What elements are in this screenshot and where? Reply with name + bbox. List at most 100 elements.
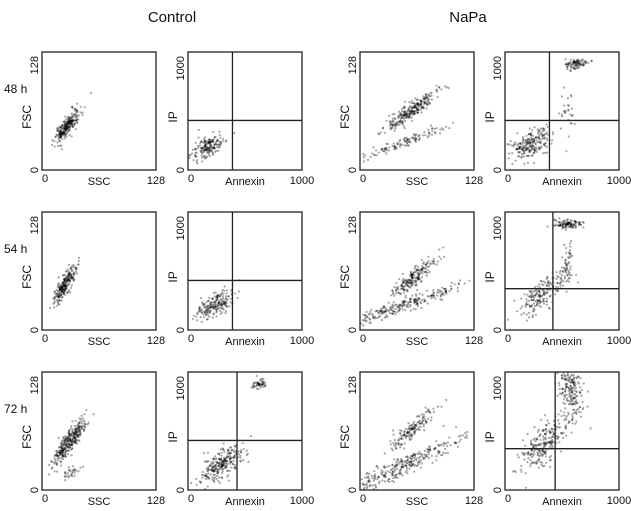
event-dot — [62, 453, 65, 456]
event-dot — [409, 300, 412, 303]
event-dot — [538, 140, 541, 143]
event-dot — [66, 126, 69, 129]
event-dot — [545, 303, 548, 306]
event-dot — [384, 307, 387, 310]
event-dot — [402, 110, 405, 113]
event-dot — [67, 126, 70, 129]
event-dot — [542, 127, 545, 131]
event-dot — [539, 438, 542, 441]
y-axis-label: IP — [483, 271, 497, 282]
event-dot — [62, 120, 65, 123]
event-dot — [399, 142, 402, 145]
event-dot — [405, 304, 408, 307]
event-dot — [395, 122, 398, 125]
event-dot — [226, 456, 229, 459]
event-dot — [402, 288, 405, 291]
event-dot — [63, 289, 67, 292]
event-dot — [59, 135, 62, 138]
event-dot — [564, 426, 567, 429]
event-dot — [569, 385, 572, 388]
event-dot — [374, 310, 377, 313]
event-dot — [199, 310, 202, 313]
event-dot — [200, 311, 204, 314]
event-dot — [206, 460, 209, 463]
event-dot — [391, 113, 394, 116]
event-dot — [74, 441, 78, 444]
column-title: NaPa — [449, 9, 487, 26]
event-dot — [437, 444, 440, 447]
event-dot — [405, 115, 409, 118]
event-dot — [378, 315, 381, 318]
event-dot — [426, 262, 429, 265]
event-dot — [398, 470, 401, 473]
event-dot — [573, 396, 576, 399]
event-dot — [218, 130, 221, 133]
event-dot — [61, 133, 64, 136]
event-dot — [542, 298, 545, 301]
event-dot — [207, 141, 210, 144]
event-dot — [396, 120, 399, 123]
event-dot — [393, 144, 396, 148]
event-dot — [533, 139, 536, 142]
event-dot — [569, 69, 573, 72]
event-dot — [513, 299, 516, 302]
event-dot — [206, 151, 209, 154]
event-dot — [56, 284, 59, 288]
event-dot — [52, 297, 55, 300]
event-dot — [526, 432, 529, 436]
event-dot — [568, 261, 571, 264]
event-dot — [71, 431, 74, 434]
event-dot — [70, 444, 73, 447]
event-dot — [207, 308, 210, 311]
event-dot — [203, 149, 206, 152]
event-dot — [261, 380, 264, 383]
event-dot — [72, 122, 75, 125]
event-dot — [440, 405, 443, 408]
event-dot — [237, 290, 240, 293]
event-dot — [408, 460, 411, 463]
event-dot — [410, 136, 413, 139]
event-dot — [208, 306, 211, 309]
event-dot — [422, 106, 425, 109]
event-dot — [74, 432, 77, 435]
event-dot — [404, 112, 407, 115]
event-dot — [571, 419, 574, 422]
event-dot — [68, 283, 71, 286]
event-dot — [209, 149, 212, 152]
event-dot — [76, 424, 79, 427]
event-dot — [58, 284, 61, 287]
event-dot — [516, 142, 520, 145]
event-dot — [558, 392, 562, 395]
event-dot — [70, 116, 73, 119]
event-dot — [564, 225, 567, 228]
event-dot — [70, 427, 73, 430]
event-dot — [409, 434, 412, 437]
event-dot — [83, 428, 86, 431]
event-dot — [572, 60, 576, 63]
event-dot — [66, 474, 69, 477]
event-dot — [440, 290, 443, 293]
event-dot — [77, 263, 80, 266]
event-dot — [203, 139, 206, 142]
event-dot — [538, 147, 541, 150]
event-dot — [92, 413, 95, 416]
event-dot — [60, 449, 64, 452]
event-dot — [391, 306, 395, 309]
event-dot — [211, 147, 214, 150]
event-dot — [563, 275, 566, 278]
event-dot — [517, 155, 520, 158]
event-dot — [68, 119, 71, 122]
event-dot — [392, 429, 395, 432]
event-dot — [233, 132, 236, 135]
event-dot — [528, 138, 531, 141]
event-dot — [416, 461, 419, 464]
panel — [41, 211, 157, 331]
event-dot — [555, 271, 558, 274]
event-dot — [571, 418, 574, 421]
event-dot — [548, 295, 551, 298]
event-dot — [67, 431, 70, 434]
event-dot — [558, 224, 561, 227]
event-dot — [218, 146, 221, 149]
event-dot — [219, 140, 222, 143]
event-dot — [73, 431, 76, 435]
